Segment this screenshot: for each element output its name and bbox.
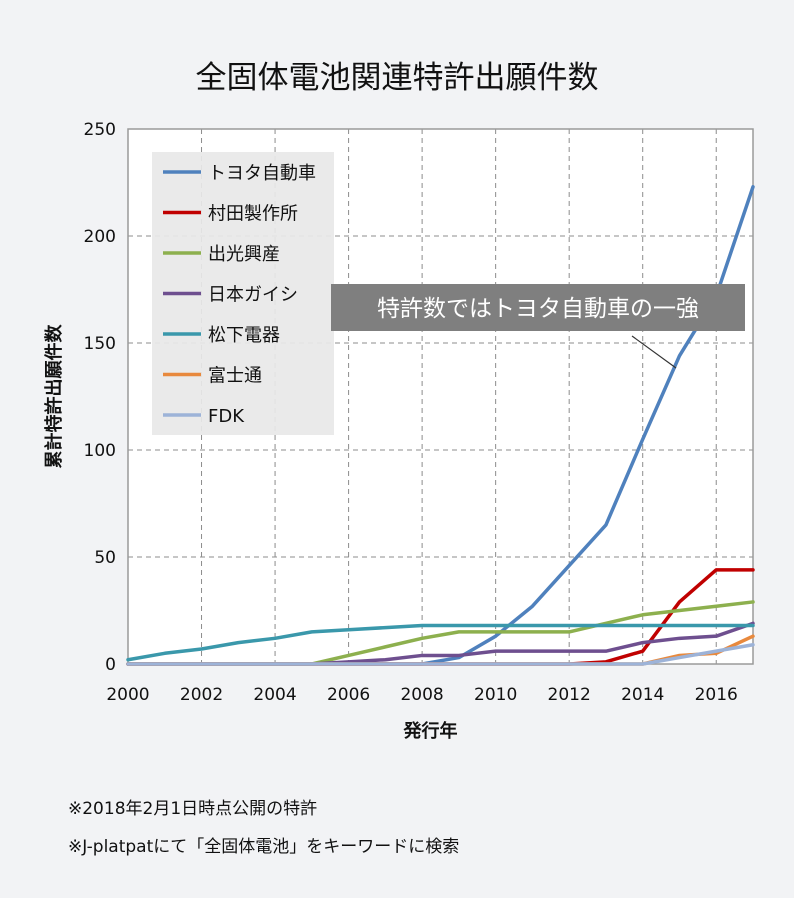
x-tick-label: 2012 <box>548 685 591 705</box>
y-tick-label: 100 <box>84 441 116 461</box>
x-tick-label: 2010 <box>474 685 517 705</box>
footnote-source: ※J-platpatにて「全固体電池」をキーワードに検索 <box>68 837 460 857</box>
footnote-date: ※2018年2月1日時点公開の特許 <box>68 799 318 819</box>
annotation: 特許数ではトヨタ自動車の一強 <box>331 284 745 369</box>
y-tick-label: 150 <box>84 334 116 354</box>
annotation-text: 特許数ではトヨタ自動車の一強 <box>377 296 699 322</box>
legend-label: 村田製作所 <box>208 204 298 225</box>
legend-label: 松下電器 <box>208 325 280 346</box>
y-tick-label: 200 <box>84 227 116 247</box>
series-line <box>126 642 755 666</box>
x-tick-label: 2008 <box>400 685 443 705</box>
y-tick-label: 250 <box>84 120 116 140</box>
legend-label: 日本ガイシ <box>208 285 298 306</box>
axes: 0 50 100 150 200 250 2000 2002 2004 2006 2008 2010 2… <box>43 120 754 742</box>
annotation-box <box>331 284 745 331</box>
legend-label: 出光興産 <box>208 244 280 265</box>
series-lines <box>126 185 755 666</box>
y-axis-label: 累計特許出願件数 <box>43 324 65 469</box>
y-tick-label: 50 <box>94 548 116 568</box>
chart-title: 全固体電池関連特許出願件数 <box>195 60 599 96</box>
legend-label: トヨタ自動車 <box>208 163 316 184</box>
x-tick-label: 2016 <box>695 685 738 705</box>
x-tick-label: 2002 <box>180 685 223 705</box>
x-tick-label: 2004 <box>253 685 296 705</box>
line-chart: 0 50 100 150 200 250 2000 2002 2004 2006 2008 2010 2… <box>43 120 755 742</box>
legend-label: FDK <box>208 406 245 427</box>
x-tick-label: 2000 <box>106 685 149 705</box>
annotation-leader <box>631 335 677 369</box>
legend-label: 富士通 <box>208 366 262 387</box>
y-tick-label: 0 <box>105 655 116 675</box>
x-axis-label: 発行年 <box>403 720 458 742</box>
x-tick-label: 2006 <box>327 685 370 705</box>
series-line <box>126 623 755 662</box>
x-tick-label: 2014 <box>621 685 664 705</box>
